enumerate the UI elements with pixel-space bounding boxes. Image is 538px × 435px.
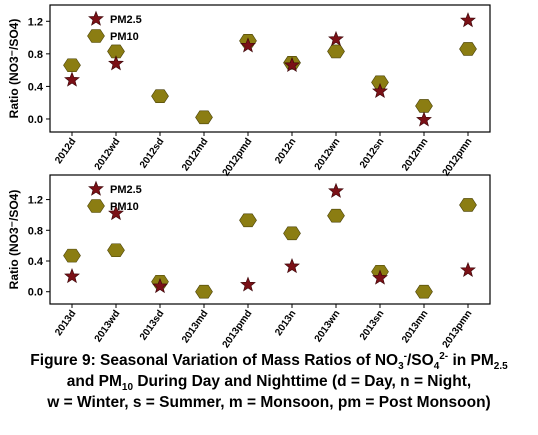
data-point-pm25 [284, 258, 300, 274]
data-point-pm10 [195, 284, 213, 299]
y-tick-label: 0.8 [28, 225, 43, 237]
y-tick-label: 0.8 [28, 49, 43, 61]
x-tick-label: 2013d [53, 308, 78, 338]
data-point-pm25 [416, 111, 432, 127]
chart-panel-1: 0.0 0.4 0.8 1.2 Ratio (NO3⁻/SO4) 2012d 2012wd 2… [7, 4, 491, 178]
legend-label: PM10 [110, 31, 139, 43]
x-tick-label: 2012pmd [221, 136, 255, 178]
legend-label: PM2.5 [110, 184, 142, 196]
data-point-pm25 [240, 37, 256, 53]
data-point-pm10 [107, 44, 125, 59]
caption-sup: - [403, 350, 407, 362]
legend: PM2.5 PM10 [87, 10, 142, 43]
legend: PM2.5 PM10 [87, 180, 142, 213]
x-tick-label: 2013sn [358, 308, 386, 342]
x-tick-label: 2012wd [93, 136, 123, 172]
data-point-pm25 [460, 261, 476, 277]
data-point-pm25 [152, 278, 168, 294]
x-tick-label: 2012sn [358, 136, 386, 170]
x-tick-label: 2013pmd [221, 308, 255, 350]
x-tick-label: 2013md [180, 308, 210, 345]
x-tick-label: 2012n [273, 136, 298, 166]
y-axis-label: Ratio (NO3⁻/SO4) [7, 19, 21, 119]
x-tick-label: 2013mn [400, 308, 430, 345]
data-point-pm25 [460, 12, 476, 28]
data-point-pm10 [239, 213, 257, 228]
data-point-pm10 [327, 44, 345, 59]
data-point-pm10 [107, 243, 125, 258]
x-tick-label: 2012d [53, 136, 78, 166]
x-tick-label: 2013n [273, 308, 298, 338]
data-point-pm25 [284, 56, 300, 72]
legend-marker [87, 199, 105, 213]
data-point-pm25 [240, 276, 256, 292]
caption-sup: 2- [439, 350, 449, 362]
y-tick-label: 0.4 [28, 81, 44, 93]
caption-text: Figure 9: Seasonal Variation of Mass Rat… [30, 352, 399, 369]
caption-line-1: Figure 9: Seasonal Variation of Mass Rat… [0, 350, 538, 371]
x-tick-label: 2012md [180, 136, 210, 173]
data-point-pm10 [459, 42, 477, 56]
legend-marker [88, 180, 104, 196]
caption-text: During Day and Nighttime (d = Day, n = N… [133, 373, 472, 390]
x-tick-label: 2012pmn [441, 136, 475, 178]
data-point-pm25 [108, 205, 124, 221]
x-tick-label: 2013wn [313, 308, 343, 344]
caption-text: in PM [448, 352, 494, 369]
caption-sub: 2.5 [493, 361, 508, 373]
legend-marker [87, 29, 105, 43]
data-point-pm10 [327, 208, 345, 223]
caption-text: /SO [406, 352, 434, 369]
caption-line-3: w = Winter, s = Summer, m = Monsoon, pm … [0, 392, 538, 413]
plot-frame [49, 4, 491, 133]
x-tick-label: 2012sd [138, 136, 166, 170]
caption-sub: 3 [398, 361, 404, 373]
data-point-pm25 [328, 30, 344, 46]
y-tick-label: 1.2 [28, 16, 43, 28]
y-tick-label: 1.2 [28, 195, 43, 207]
legend-label: PM10 [110, 201, 139, 213]
y-axis-label: Ratio (NO3⁻/SO4) [7, 190, 21, 290]
x-tick-label: 2012mn [400, 136, 430, 173]
x-tick-label: 2013wd [93, 308, 123, 344]
data-point-pm10 [63, 58, 81, 73]
chart-panel-2: 0.0 0.4 0.8 1.2 Ratio (NO3⁻/SO4) 2013d 2013wd 2… [7, 174, 491, 350]
y-tick-label: 0.0 [28, 114, 43, 126]
data-point-pm25 [328, 182, 344, 198]
legend-label: PM2.5 [110, 14, 142, 26]
caption-text: and PM [66, 373, 122, 390]
data-point-pm10 [151, 89, 169, 103]
y-tick-label: 0.0 [28, 287, 43, 299]
data-point-pm10 [415, 284, 433, 299]
caption-line-2: and PM10 During Day and Nighttime (d = D… [0, 371, 538, 394]
data-point-pm25 [64, 71, 80, 87]
plot-frame [49, 174, 491, 305]
caption-sub: 4 [433, 361, 440, 373]
data-point-pm25 [372, 269, 388, 285]
legend-marker [88, 10, 104, 26]
x-tick-label: 2013pmn [441, 308, 475, 350]
data-point-pm10 [459, 198, 477, 212]
figure-caption: Figure 9: Seasonal Variation of Mass Rat… [0, 350, 538, 413]
data-point-pm25 [108, 55, 124, 71]
data-point-pm10 [283, 226, 301, 241]
caption-sub: 10 [121, 382, 134, 394]
caption-text: w = Winter, s = Summer, m = Monsoon, pm … [47, 394, 491, 411]
data-point-pm10 [63, 248, 81, 263]
x-tick-label: 2013sd [138, 308, 166, 342]
data-point-pm10 [415, 99, 433, 113]
data-point-pm25 [372, 82, 388, 99]
data-point-pm10 [195, 110, 213, 125]
data-point-pm25 [64, 268, 80, 284]
y-tick-label: 0.4 [28, 256, 44, 268]
x-tick-label: 2012wn [313, 136, 343, 172]
